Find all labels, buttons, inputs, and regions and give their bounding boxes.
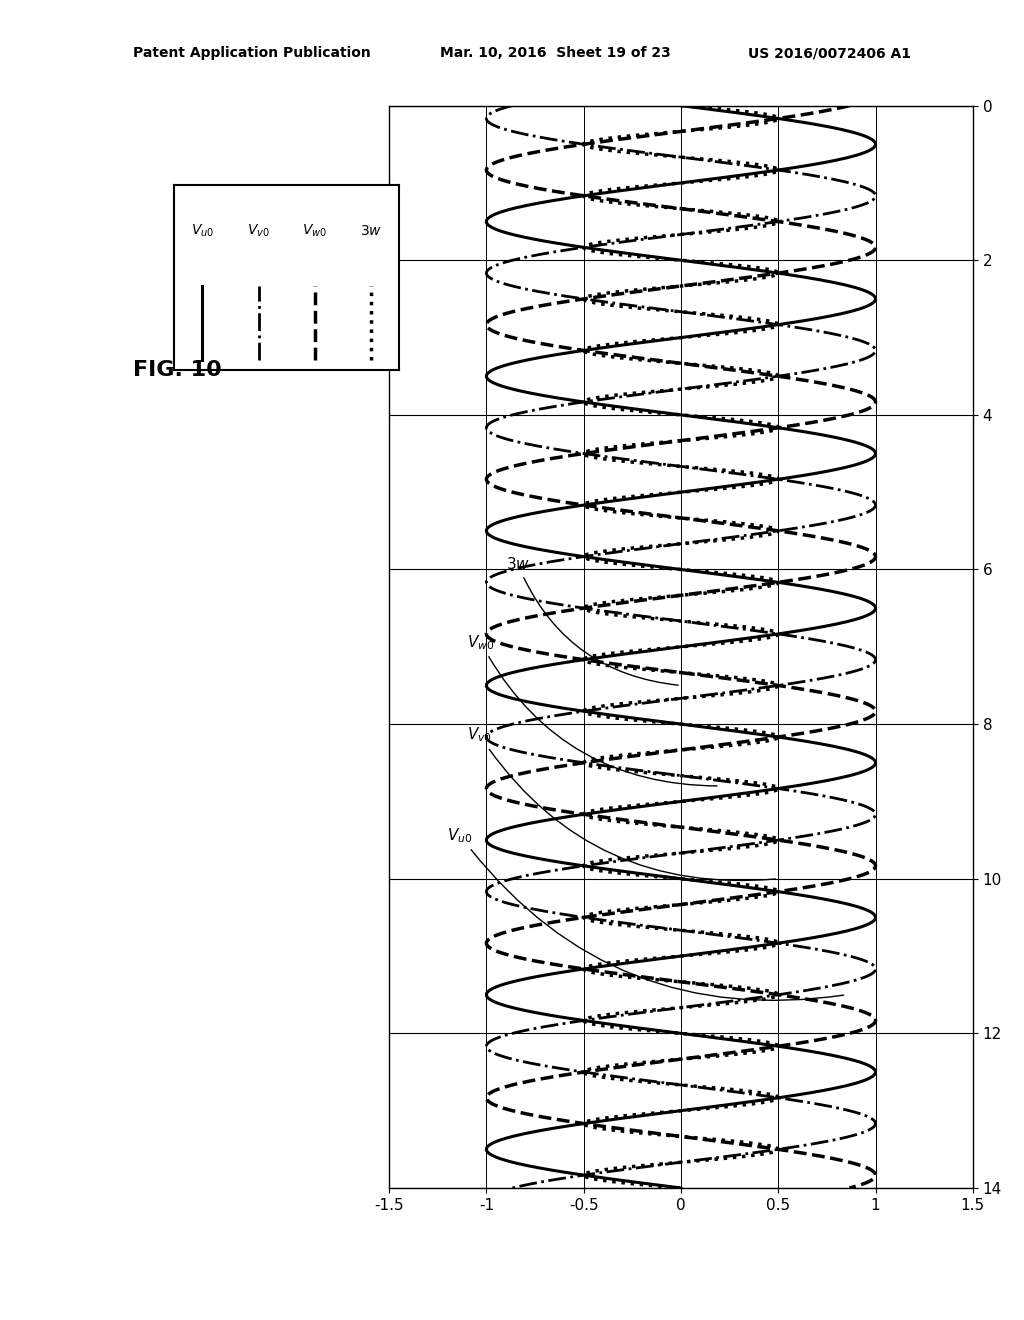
Text: US 2016/0072406 A1: US 2016/0072406 A1: [748, 46, 910, 61]
Text: $V_{v0}$: $V_{v0}$: [467, 726, 775, 880]
Text: $V_{v0}$: $V_{v0}$: [247, 223, 270, 239]
Text: $3w$: $3w$: [506, 557, 678, 685]
Text: Mar. 10, 2016  Sheet 19 of 23: Mar. 10, 2016 Sheet 19 of 23: [440, 46, 671, 61]
Text: $V_{w0}$: $V_{w0}$: [467, 632, 717, 785]
Text: $V_{w0}$: $V_{w0}$: [302, 223, 328, 239]
Text: $3w$: $3w$: [360, 224, 382, 238]
Text: $V_{u0}$: $V_{u0}$: [447, 826, 844, 1001]
Text: Patent Application Publication: Patent Application Publication: [133, 46, 371, 61]
Text: FIG. 10: FIG. 10: [133, 359, 222, 380]
Text: $V_{u0}$: $V_{u0}$: [190, 223, 214, 239]
